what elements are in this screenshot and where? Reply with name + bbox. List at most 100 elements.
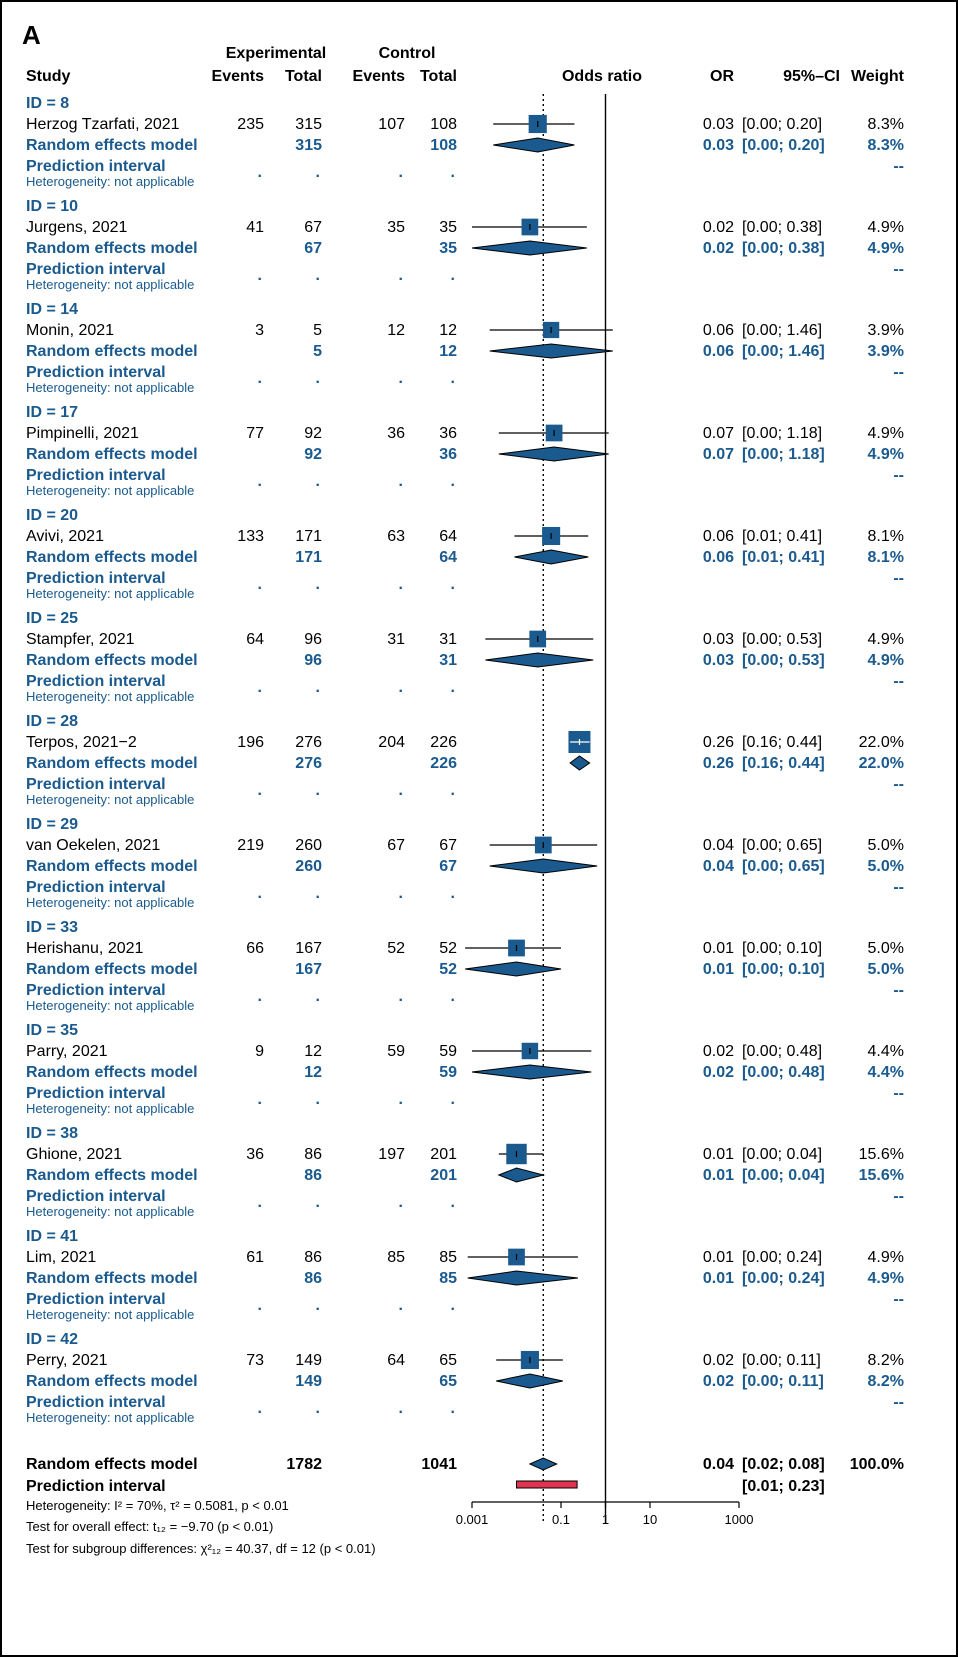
heterogeneity-note: Heterogeneity: not applicable xyxy=(26,483,194,498)
heterogeneity-note: Heterogeneity: not applicable xyxy=(26,174,194,189)
study-label: van Oekelen, 2021 xyxy=(26,837,160,854)
header-or: OR xyxy=(710,68,734,85)
exp-events-value: 196 xyxy=(237,734,264,751)
re-exp-total: 67 xyxy=(304,240,322,257)
weight-value: 5.0% xyxy=(868,837,904,854)
or-value: 0.02 xyxy=(703,1352,734,1369)
re-or-value: 0.03 xyxy=(703,137,734,154)
re-ctrl-total: 226 xyxy=(430,755,457,772)
pred-placeholder-dot-3: . xyxy=(451,988,455,1005)
re-diamond xyxy=(498,446,609,462)
weight-value: 22.0% xyxy=(859,734,904,751)
re-model-label: Random effects model xyxy=(26,1167,198,1184)
re-or-value: 0.02 xyxy=(703,1373,734,1390)
overall-ci-value: [0.02; 0.08] xyxy=(742,1456,825,1473)
ctrl-events-value: 59 xyxy=(387,1043,405,1060)
pred-placeholder-dot-2: . xyxy=(399,164,403,181)
study-label: Herishanu, 2021 xyxy=(26,940,144,957)
heterogeneity-note: Heterogeneity: not applicable xyxy=(26,1204,194,1219)
pred-placeholder-dot-0: . xyxy=(258,473,262,490)
or-value: 0.01 xyxy=(703,940,734,957)
re-or-value: 0.03 xyxy=(703,652,734,669)
weight-value: 4.9% xyxy=(868,425,904,442)
pred-interval-label: Prediction interval xyxy=(26,673,166,690)
heterogeneity-note: Heterogeneity: not applicable xyxy=(26,1101,194,1116)
ci-value: [0.00; 0.04] xyxy=(742,1146,822,1163)
pred-placeholder-dot-0: . xyxy=(258,679,262,696)
study-label: Herzog Tzarfati, 2021 xyxy=(26,116,180,133)
pred-placeholder-dot-0: . xyxy=(258,1400,262,1417)
panel-label: A xyxy=(22,20,41,50)
re-ctrl-total: 59 xyxy=(439,1064,457,1081)
re-exp-total: 12 xyxy=(304,1064,322,1081)
study-label: Lim, 2021 xyxy=(26,1249,96,1266)
ctrl-total-value: 64 xyxy=(439,528,457,545)
weight-value: 8.1% xyxy=(868,528,904,545)
re-ctrl-total: 12 xyxy=(439,343,457,360)
pred-placeholder-dot-1: . xyxy=(316,370,320,387)
header-ci: 95%–CI xyxy=(783,68,840,85)
weight-value: 5.0% xyxy=(868,940,904,957)
re-ctrl-total: 64 xyxy=(439,549,457,566)
or-value: 0.06 xyxy=(703,528,734,545)
re-weight-value: 22.0% xyxy=(859,755,904,772)
weight-value: 4.9% xyxy=(868,1249,904,1266)
re-model-label: Random effects model xyxy=(26,1270,198,1287)
pred-placeholder-dot-0: . xyxy=(258,164,262,181)
header-ctrl-events: Events xyxy=(353,68,406,85)
exp-total-value: 260 xyxy=(295,837,322,854)
re-weight-value: 4.9% xyxy=(868,652,904,669)
exp-events-value: 235 xyxy=(237,116,264,133)
exp-total-value: 86 xyxy=(304,1146,322,1163)
pred-placeholder-dot-3: . xyxy=(451,1194,455,1211)
ctrl-total-value: 85 xyxy=(439,1249,457,1266)
subgroup-id-label: ID = 29 xyxy=(26,816,78,833)
pred-placeholder-dot-3: . xyxy=(451,370,455,387)
re-exp-total: 96 xyxy=(304,652,322,669)
study-label: Perry, 2021 xyxy=(26,1352,108,1369)
pred-interval-label: Prediction interval xyxy=(26,1085,166,1102)
exp-total-value: 171 xyxy=(295,528,322,545)
re-diamond xyxy=(485,652,594,668)
overall-diamond xyxy=(528,1457,558,1471)
x-axis-tick-label: 1 xyxy=(602,1512,609,1527)
ctrl-events-value: 107 xyxy=(378,116,405,133)
re-ctrl-total: 36 xyxy=(439,446,457,463)
exp-events-value: 61 xyxy=(246,1249,264,1266)
exp-events-value: 3 xyxy=(255,322,264,339)
re-weight-value: 5.0% xyxy=(868,961,904,978)
weight-value: 8.2% xyxy=(868,1352,904,1369)
pred-placeholder-dot-1: . xyxy=(316,164,320,181)
re-exp-total: 86 xyxy=(304,1167,322,1184)
ci-value: [0.00; 0.53] xyxy=(742,631,822,648)
ctrl-events-value: 197 xyxy=(378,1146,405,1163)
exp-events-value: 73 xyxy=(246,1352,264,1369)
exp-events-value: 219 xyxy=(237,837,264,854)
exp-events-value: 41 xyxy=(246,219,264,236)
re-model-label: Random effects model xyxy=(26,137,198,154)
ctrl-total-value: 12 xyxy=(439,322,457,339)
re-weight-value: 4.9% xyxy=(868,240,904,257)
study-label: Pimpinelli, 2021 xyxy=(26,425,139,442)
re-diamond xyxy=(496,1373,563,1389)
re-diamond xyxy=(489,343,613,359)
pred-placeholder-dot-2: . xyxy=(399,1400,403,1417)
re-ci-value: [0.00; 1.18] xyxy=(742,446,825,463)
pred-placeholder-dot-3: . xyxy=(451,164,455,181)
ctrl-events-value: 64 xyxy=(387,1352,405,1369)
study-label: Monin, 2021 xyxy=(26,322,114,339)
ctrl-events-value: 67 xyxy=(387,837,405,854)
ctrl-total-value: 52 xyxy=(439,940,457,957)
exp-total-value: 167 xyxy=(295,940,322,957)
pred-interval-label: Prediction interval xyxy=(26,467,166,484)
re-diamond xyxy=(514,549,589,565)
heterogeneity-note: Heterogeneity: not applicable xyxy=(26,895,194,910)
footnote-subgroup-differences: Test for subgroup differences: χ²₁₂ = 40… xyxy=(26,1541,376,1556)
study-label: Avivi, 2021 xyxy=(26,528,104,545)
header-ctrl-total: Total xyxy=(420,68,457,85)
pred-weight-dashes: -- xyxy=(893,879,904,896)
re-ci-value: [0.00; 0.11] xyxy=(742,1373,824,1390)
subgroup-id-label: ID = 33 xyxy=(26,919,78,936)
prediction-interval-bar xyxy=(516,1480,578,1489)
